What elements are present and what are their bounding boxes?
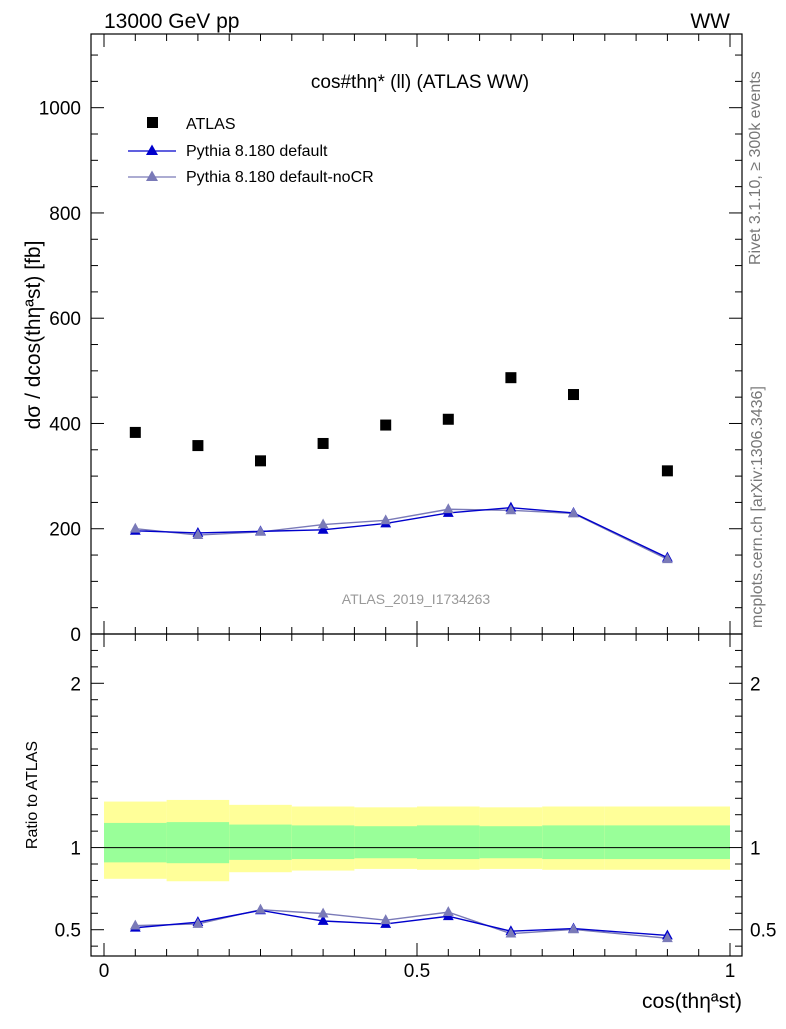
axis-ticks — [91, 34, 742, 956]
atlas-marker — [129, 426, 141, 438]
nocr-marker — [568, 507, 579, 518]
atlas-marker — [505, 372, 517, 384]
ratio-nocr-marker — [129, 919, 141, 930]
y-axis-label: dσ / dcos(thηªst) [fb] — [22, 241, 45, 430]
ratio-nocr-marker — [662, 932, 673, 943]
ratio-nocr-line — [135, 908, 668, 939]
nocr-marker — [662, 553, 673, 564]
x-axis-label: cos(thηªst) — [642, 990, 742, 1013]
ratio-inner-band — [291, 825, 355, 860]
ratio-y-tick-label: 1 — [70, 839, 81, 860]
ratio-nocr-marker — [317, 907, 329, 918]
main-series — [129, 372, 673, 564]
legend-default-marker — [146, 144, 158, 155]
nocr-marker — [192, 529, 204, 539]
nocr-line — [135, 508, 668, 560]
main-y-tick-label: 0 — [70, 625, 81, 646]
ratio-uncertainty-bands — [104, 799, 730, 882]
ratio-y-tick-label: 2 — [70, 674, 81, 695]
main-y-tick-label: 200 — [49, 520, 81, 541]
ratio-y-tick-label-right: 2 — [750, 674, 761, 695]
ratio-y-tick-label: 0.5 — [55, 921, 81, 942]
ratio-series — [129, 903, 673, 943]
main-y-tick-label: 1000 — [39, 99, 81, 120]
ratio-default-marker — [317, 915, 329, 925]
x-tick-label: 0 — [99, 961, 110, 982]
main-y-tick-label: 800 — [49, 204, 81, 225]
nocr-marker — [380, 514, 392, 525]
ratio-inner-band — [104, 822, 167, 863]
ratio-nocr-marker — [505, 927, 517, 938]
ratio-inner-band — [542, 825, 605, 860]
main-y-tick-label: 400 — [49, 414, 81, 435]
ratio-inner-band — [417, 825, 480, 860]
ratio-inner-band — [166, 822, 230, 864]
nocr-marker — [442, 503, 454, 514]
default-line — [135, 506, 668, 559]
mcplots-label: mcplots.cern.ch [arXiv:1306.3436] — [749, 386, 766, 628]
chart-title: cos#thη* (ll) (ATLAS WW) — [311, 72, 529, 93]
header-left-label: 13000 GeV pp — [104, 10, 239, 33]
tick-labels: 0 200 400 600 800 1000 0 0.5 1 0.5 0.5 1 1 2 2 — [39, 99, 777, 982]
main-y-tick-label: 600 — [49, 309, 81, 330]
legend: ATLAS Pythia 8.180 default Pythia 8.180 … — [128, 116, 374, 186]
atlas-marker — [442, 413, 454, 425]
header-right-label: WW — [690, 10, 730, 33]
ratio-nocr-marker — [442, 906, 454, 917]
legend-default-label: Pythia 8.180 default — [186, 143, 328, 160]
legend-nocr-label: Pythia 8.180 default-noCR — [186, 169, 374, 186]
legend-nocr-marker — [146, 170, 158, 181]
atlas-marker — [317, 437, 329, 449]
atlas-marker — [380, 419, 392, 431]
ratio-nocr-marker — [255, 903, 266, 914]
nocr-marker — [505, 504, 517, 515]
atlas-marker — [192, 440, 204, 452]
atlas-marker — [661, 465, 673, 477]
x-tick-label: 0.5 — [404, 961, 430, 982]
atlas-marker — [568, 389, 579, 401]
rivet-label: Rivet 3.1.10, ≥ 300k events — [747, 71, 764, 265]
ratio-y-axis-label: Ratio to ATLAS — [24, 741, 41, 849]
ratio-inner-band — [479, 826, 543, 859]
ratio-inner-band — [354, 826, 417, 859]
nocr-marker — [255, 525, 266, 536]
nocr-marker — [129, 522, 141, 533]
watermark-label: ATLAS_2019_I1734263 — [342, 591, 491, 607]
ratio-inner-band — [604, 825, 730, 860]
legend-atlas-marker — [147, 117, 158, 128]
nocr-marker — [317, 518, 329, 529]
ratio-nocr-marker — [568, 923, 579, 934]
atlas-marker — [255, 455, 266, 467]
ratio-plot-frame — [90, 633, 743, 957]
ratio-inner-band — [229, 824, 292, 860]
default-marker — [317, 523, 329, 534]
ratio-y-tick-label-right: 0.5 — [750, 921, 776, 942]
ratio-default-line — [135, 909, 668, 937]
x-tick-label: 1 — [725, 961, 736, 982]
legend-atlas-label: ATLAS — [186, 116, 236, 133]
ratio-y-tick-label-right: 1 — [750, 839, 761, 860]
ratio-nocr-marker — [380, 914, 392, 925]
ratio-nocr-marker — [192, 917, 204, 928]
